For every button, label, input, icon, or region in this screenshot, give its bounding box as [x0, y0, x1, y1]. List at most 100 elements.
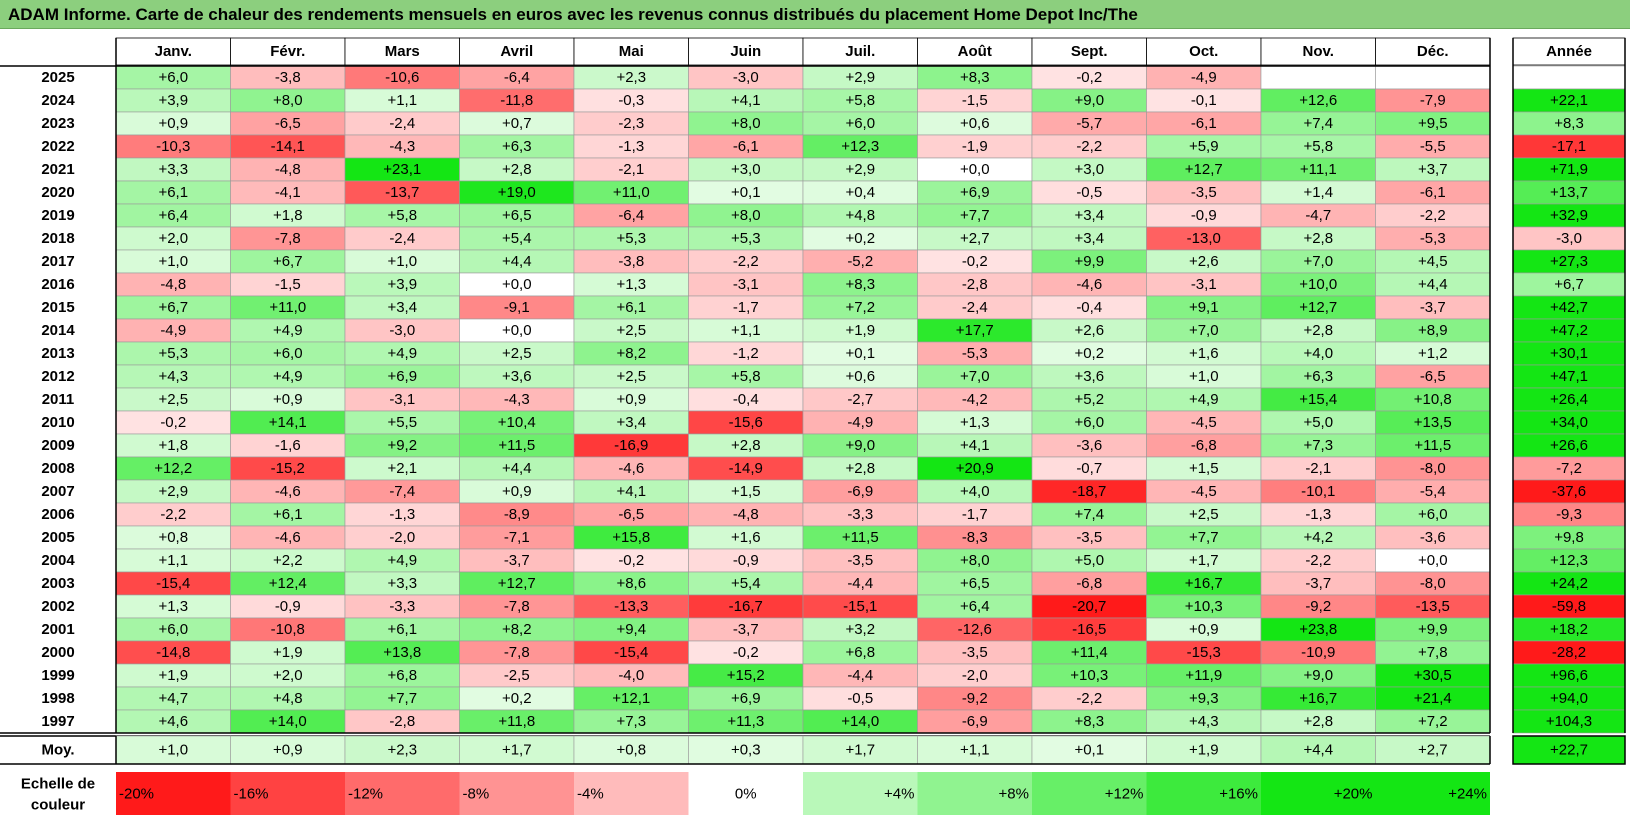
heatmap-cell-value: -0,2 — [962, 253, 988, 270]
heatmap-cell-value: +14,0 — [269, 713, 307, 730]
month-header-label: Juin — [730, 43, 761, 60]
row-year-label: 2011 — [42, 391, 75, 408]
heatmap-cell-value: -14,8 — [156, 644, 190, 661]
heatmap-cell-value: -15,1 — [843, 598, 877, 615]
heatmap-cell-value: -5,7 — [1076, 115, 1102, 132]
heatmap-cell-value: -1,5 — [962, 92, 988, 109]
avg-cell-value: +1,9 — [1189, 742, 1219, 759]
row-year-label: 2022 — [41, 138, 74, 155]
heatmap-cell-value: +12,7 — [1299, 299, 1337, 316]
heatmap-cell-value: -7,1 — [504, 529, 530, 546]
heatmap-cell-value: -8,3 — [962, 529, 988, 546]
heatmap-cell-value: -5,3 — [1420, 230, 1446, 247]
heatmap-cell-value: -3,0 — [389, 322, 415, 339]
heatmap-cell-value: -3,8 — [618, 253, 644, 270]
heatmap-cell-value: -2,3 — [618, 115, 644, 132]
heatmap-cell-value: -20,7 — [1072, 598, 1106, 615]
heatmap-cell-value: -9,2 — [1305, 598, 1331, 615]
heatmap-cell-value: +12,7 — [1185, 161, 1223, 178]
heatmap-cell-value: -4,6 — [1076, 276, 1102, 293]
avg-cell — [1260, 735, 1376, 765]
heatmap-cell-value: -14,9 — [729, 460, 763, 477]
heatmap-cell-value: -2,8 — [389, 713, 415, 730]
heatmap-cell-value: +4,1 — [731, 92, 761, 109]
year-total-value: +47,2 — [1550, 322, 1588, 339]
heatmap-cell-value: +2,0 — [273, 667, 303, 684]
year-total-value: -7,2 — [1556, 460, 1582, 477]
heatmap-cell-value: -6,4 — [504, 69, 530, 86]
row-year-label: 2021 — [41, 161, 74, 178]
heatmap-cell-value: -6,1 — [733, 138, 759, 155]
heatmap-cell-value: +4,1 — [960, 437, 990, 454]
heatmap-cell-value: +16,7 — [1185, 575, 1223, 592]
scale-swatch-label: +24% — [1448, 786, 1487, 803]
heatmap-cell-value: -4,8 — [160, 276, 186, 293]
heatmap-cell-value: -2,1 — [1305, 460, 1331, 477]
heatmap-cell-value: +3,9 — [387, 276, 417, 293]
year-total-value: +71,9 — [1550, 161, 1588, 178]
heatmap-cell-value: -3,1 — [733, 276, 759, 293]
heatmap-cell-value: +2,5 — [1189, 506, 1219, 523]
month-header-label: Août — [958, 43, 992, 60]
heatmap-cell-value: -2,8 — [962, 276, 988, 293]
heatmap-cell-value: +4,4 — [502, 460, 532, 477]
heatmap-cell-value: -3,8 — [275, 69, 301, 86]
heatmap-cell-value: -1,7 — [733, 299, 759, 316]
month-header-label: Oct. — [1189, 43, 1218, 60]
heatmap-cell-value: +9,1 — [1189, 299, 1219, 316]
heatmap-cell-value: -3,5 — [962, 644, 988, 661]
heatmap-cell-value: +0,6 — [845, 368, 875, 385]
heatmap-cell-value: -4,9 — [847, 414, 873, 431]
heatmap-cell-value: +1,1 — [731, 322, 761, 339]
row-year-label: 2004 — [41, 552, 75, 569]
heatmap-cell-value: +1,3 — [158, 598, 188, 615]
heatmap-cell-value: -7,4 — [389, 483, 415, 500]
heatmap-cell-value: +3,4 — [1074, 207, 1104, 224]
heatmap-cell-value: +1,5 — [1189, 460, 1219, 477]
heatmap-cell-value: -6,4 — [618, 207, 644, 224]
heatmap-cell-value: -0,2 — [618, 552, 644, 569]
avg-cell-value: +0,8 — [616, 742, 646, 759]
heatmap-cell-value: -0,7 — [1076, 460, 1102, 477]
heatmap-cell-value: +2,5 — [158, 391, 188, 408]
row-year-label: 1997 — [41, 713, 74, 730]
row-year-label: 2017 — [41, 253, 74, 270]
heatmap-cell-value: -0,4 — [733, 391, 759, 408]
heatmap-cell — [1260, 65, 1376, 90]
month-header-label: Mars — [385, 43, 420, 60]
heatmap-cell-value: -3,5 — [847, 552, 873, 569]
heatmap-cell-value: +4,6 — [158, 713, 188, 730]
heatmap-cell-value: +6,5 — [502, 207, 532, 224]
heatmap-cell-value: +1,3 — [616, 276, 646, 293]
heatmap-cell-value: +0,9 — [1189, 621, 1219, 638]
heatmap-cell-value: +8,2 — [502, 621, 532, 638]
heatmap-cell-value: +2,8 — [845, 460, 875, 477]
avg-cell-value: +0,1 — [1074, 742, 1104, 759]
heatmap-cell-value: +10,4 — [498, 414, 536, 431]
heatmap-cell-value: -16,7 — [729, 598, 763, 615]
heatmap-cell-value: -4,8 — [733, 506, 759, 523]
heatmap-cell-value: +12,6 — [1299, 92, 1337, 109]
heatmap-cell-value: +15,4 — [1299, 391, 1337, 408]
heatmap-cell-value: -0,5 — [847, 690, 873, 707]
heatmap-cell-value: -10,1 — [1301, 483, 1335, 500]
scale-swatch-label: +12% — [1105, 786, 1144, 803]
scale-swatch-label: -8% — [463, 786, 490, 803]
heatmap-cell-value: +6,0 — [845, 115, 875, 132]
heatmap-cell-value: -3,7 — [1420, 299, 1446, 316]
heatmap-cell-value: +1,6 — [731, 529, 761, 546]
heatmap-cell-value: +0,2 — [502, 690, 532, 707]
heatmap-cell-value: -2,0 — [389, 529, 415, 546]
heatmap-cell-value: +6,4 — [158, 207, 188, 224]
row-year-label: 2024 — [41, 92, 75, 109]
heatmap-cell-value: +2,8 — [1303, 230, 1333, 247]
heatmap-cell-value: -15,4 — [156, 575, 190, 592]
heatmap-cell-value: +5,4 — [502, 230, 532, 247]
heatmap-cell-value: +9,9 — [1074, 253, 1104, 270]
heatmap-cell-value: +4,4 — [1418, 276, 1448, 293]
heatmap-cell-value: +0,8 — [158, 529, 188, 546]
heatmap-cell-value: +11,0 — [613, 184, 650, 201]
heatmap-cell-value: -12,6 — [958, 621, 992, 638]
row-year-label: 2019 — [41, 207, 74, 224]
scale-swatch-label: +8% — [999, 786, 1029, 803]
